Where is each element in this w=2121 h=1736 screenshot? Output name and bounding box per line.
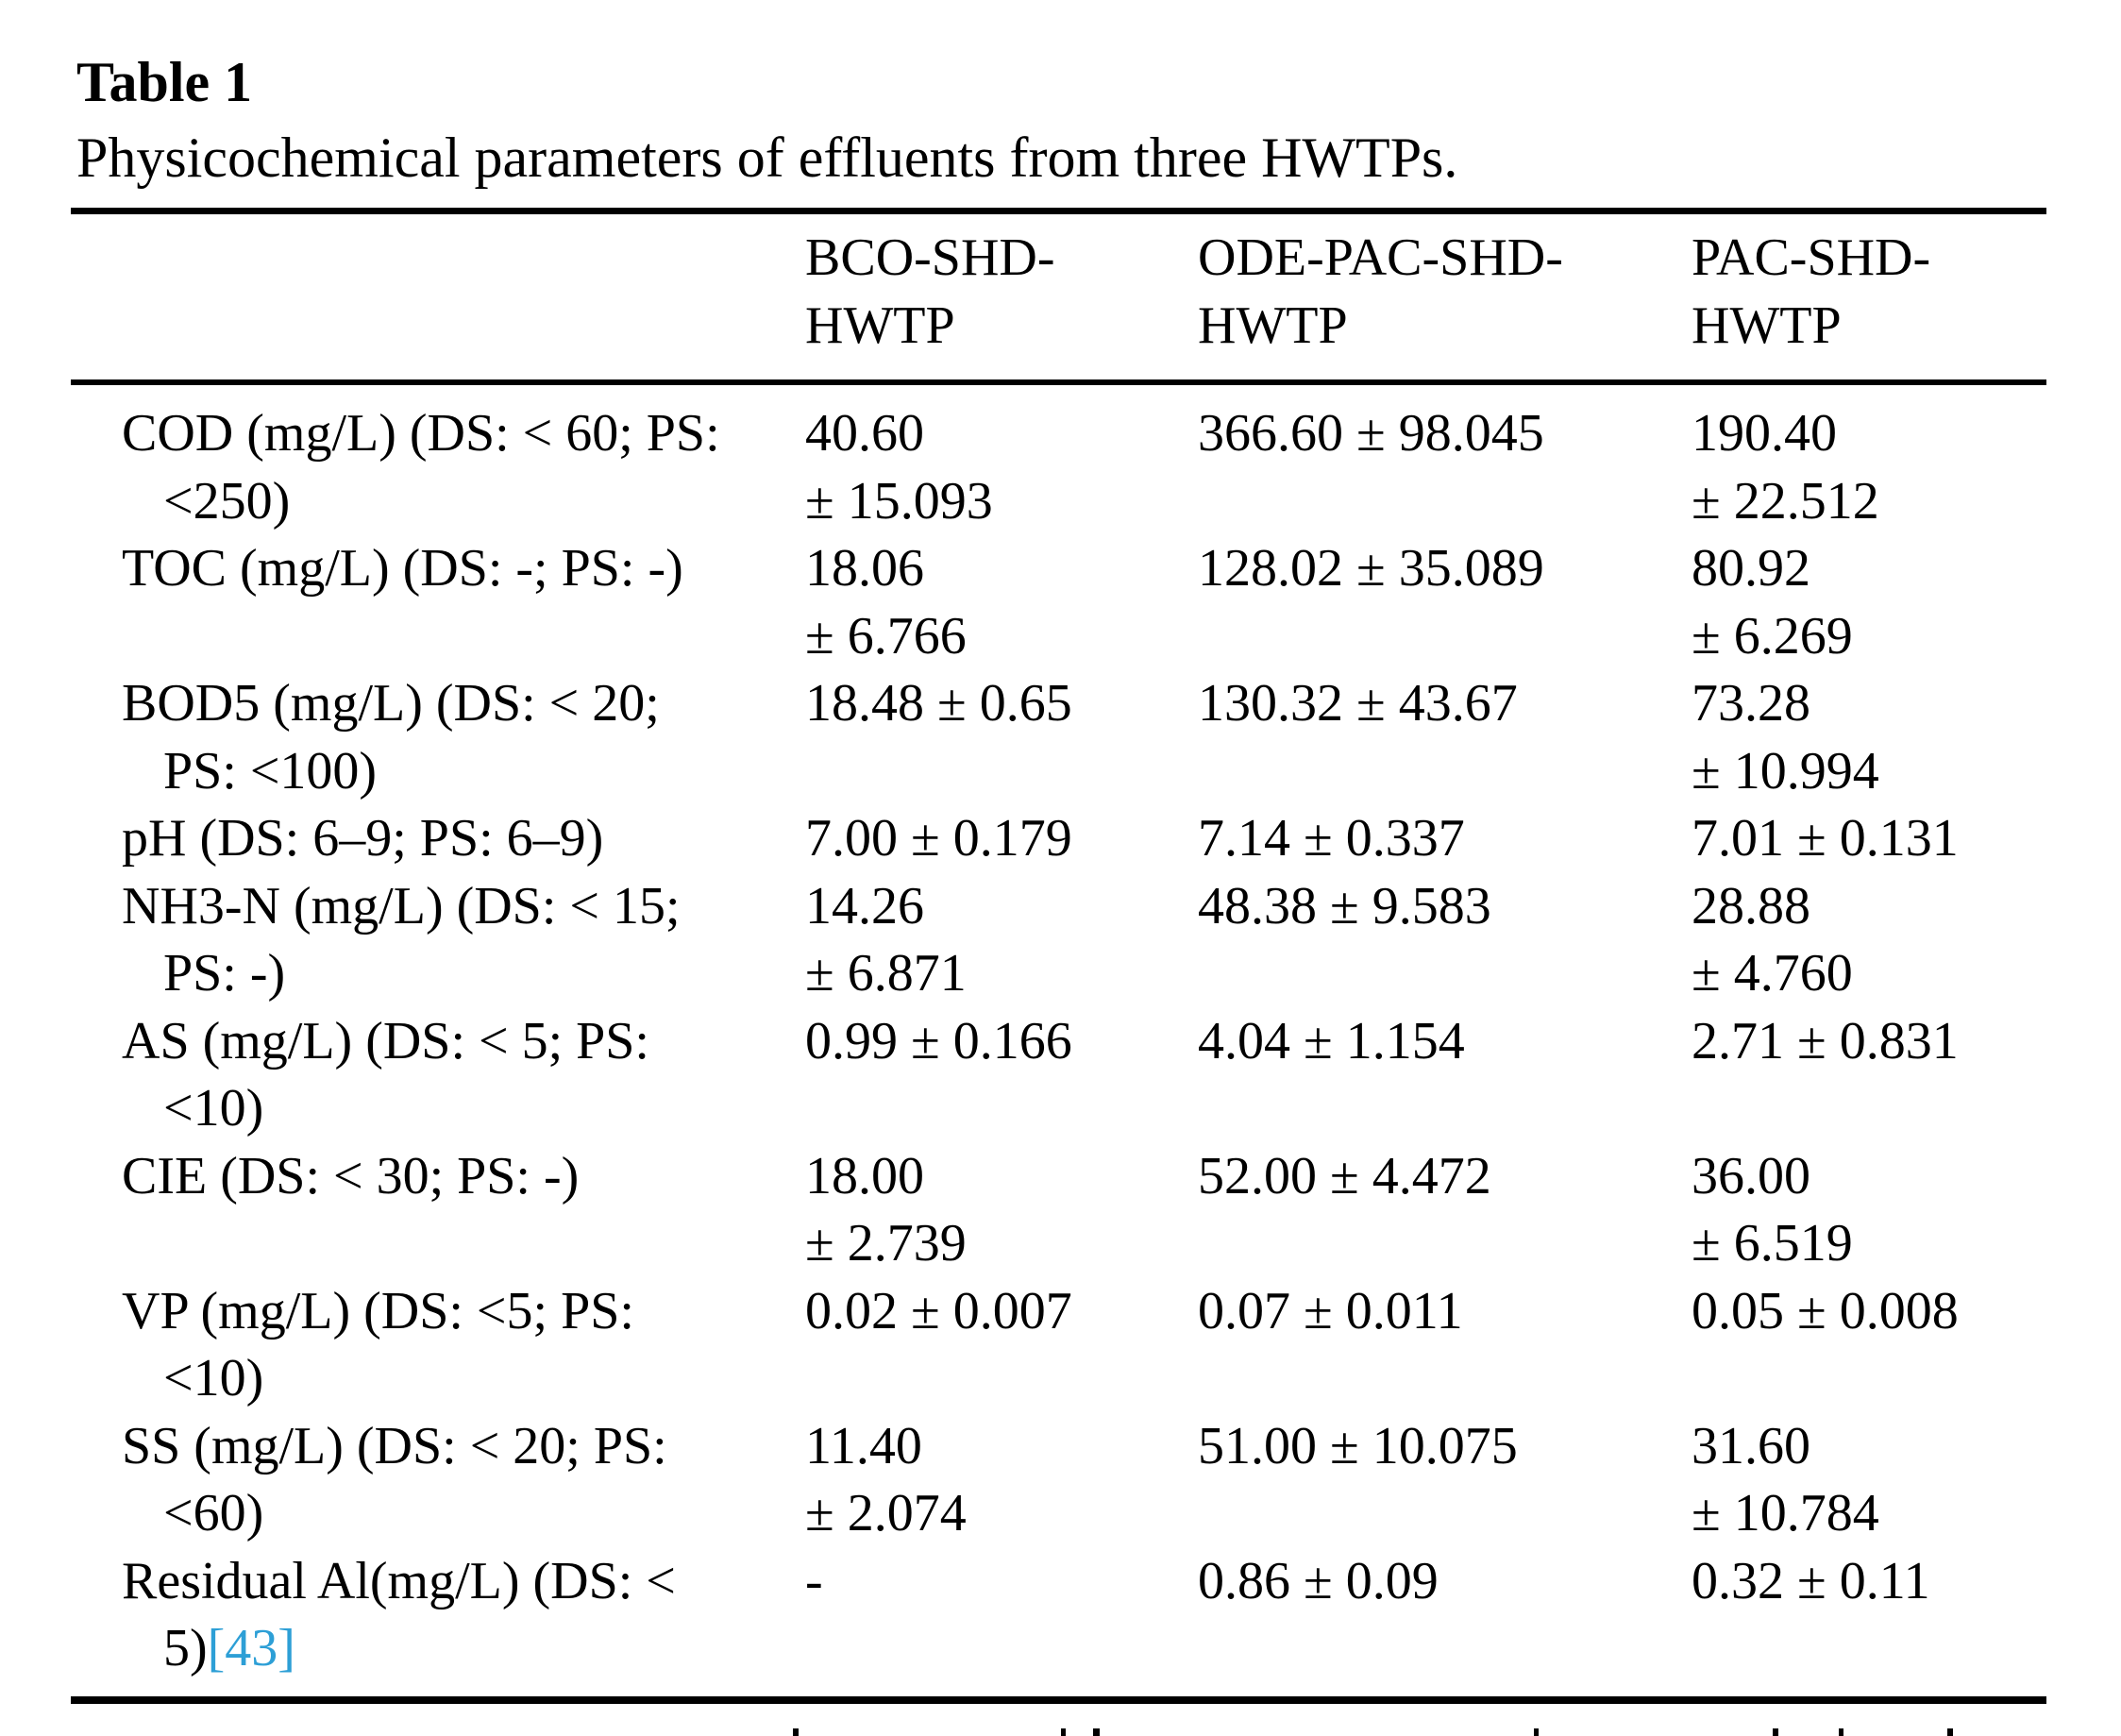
cell-ode: 52.00 ± 4.472 (1198, 1146, 1491, 1205)
cell-pac: 80.92 ± 6.269 (1692, 539, 1853, 666)
text-fragment (1947, 1728, 1953, 1736)
text-fragment (1839, 1728, 1843, 1736)
table-row-residual-al: Residual Al(mg/L) (DS: < 5)[43] -0.86 ± 0… (71, 1548, 2046, 1683)
table-caption: Physicochemical parameters of effluents … (76, 126, 1458, 189)
row-label: SS (mg/L) (DS: < 20; PS: <60) (122, 1416, 667, 1543)
cell-pac: 31.60 ± 10.784 (1692, 1416, 1879, 1543)
cell-bco: 11.40 ± 2.074 (805, 1416, 967, 1543)
cell-bco: 0.99 ± 0.166 (805, 1011, 1072, 1070)
row-label: CIE (DS: < 30; PS: -) (122, 1146, 580, 1205)
cell-ode: 0.86 ± 0.09 (1198, 1551, 1439, 1610)
text-fragment (1773, 1728, 1778, 1736)
cell-pac: 36.00 ± 6.519 (1692, 1146, 1853, 1273)
table-top-rule (71, 208, 2046, 214)
header-col-bco-shd-hwtp: BCO-SHD- HWTP (805, 228, 1055, 355)
cell-bco: 40.60 ± 15.093 (805, 404, 993, 531)
table-header-rule (71, 379, 2046, 385)
table-row-bod5: BOD5 (mg/L) (DS: < 20; PS: <100) 18.48 ± … (71, 670, 2046, 805)
table-row-nh3n: NH3-N (mg/L) (DS: < 15; PS: -) 14.26 ± 6.… (71, 873, 2046, 1008)
cell-bco: 18.06 ± 6.766 (805, 539, 967, 666)
text-fragment (1534, 1728, 1539, 1736)
text-fragment (1093, 1728, 1100, 1736)
row-label: pH (DS: 6–9; PS: 6–9) (122, 809, 604, 868)
cell-pac: 73.28 ± 10.994 (1692, 674, 1879, 801)
text-fragment (1061, 1728, 1066, 1736)
table-row-cod: COD (mg/L) (DS: < 60; PS: <250) 40.60 ± 1… (71, 400, 2046, 535)
table-header-row: BCO-SHD- HWTP ODE-PAC-SHD- HWTP PAC-SHD-… (71, 214, 2046, 379)
cell-ode: 130.32 ± 43.67 (1198, 674, 1518, 733)
table-row-ss: SS (mg/L) (DS: < 20; PS: <60) 11.40 ± 2.0… (71, 1413, 2046, 1548)
row-label: VP (mg/L) (DS: <5; PS: <10) (122, 1281, 634, 1408)
citation-link-43[interactable]: [43] (207, 1619, 295, 1677)
text-fragment (793, 1728, 799, 1736)
table-content: Table 1 Physicochemical parameters of ef… (71, 0, 2046, 1704)
cell-ode: 366.60 ± 98.045 (1198, 404, 1544, 463)
cell-bco: 18.48 ± 0.65 (805, 674, 1072, 733)
table-row-ph: pH (DS: 6–9; PS: 6–9) 7.00 ± 0.179 7.14 ± … (71, 805, 2046, 873)
cell-pac: 7.01 ± 0.131 (1692, 809, 1959, 868)
cell-bco: 18.00 ± 2.739 (805, 1146, 967, 1273)
row-label-text: Residual Al(mg/L) (DS: < 5) (122, 1551, 676, 1678)
row-label: NH3-N (mg/L) (DS: < 15; PS: -) (122, 876, 681, 1003)
cell-pac: 0.32 ± 0.11 (1692, 1551, 1930, 1610)
table-row-toc: TOC (mg/L) (DS: -; PS: -) 18.06 ± 6.766 12… (71, 535, 2046, 670)
cell-ode: 128.02 ± 35.089 (1198, 539, 1544, 598)
cell-bco: 0.02 ± 0.007 (805, 1281, 1072, 1340)
cell-pac: 190.40 ± 22.512 (1692, 404, 1879, 531)
cell-ode: 7.14 ± 0.337 (1198, 809, 1465, 868)
table-body: COD (mg/L) (DS: < 60; PS: <250) 40.60 ± 1… (71, 385, 2046, 1696)
table-row-as: AS (mg/L) (DS: < 5; PS: <10) 0.99 ± 0.166… (71, 1008, 2046, 1143)
cell-bco: - (805, 1551, 823, 1610)
cell-pac: 2.71 ± 0.831 (1692, 1011, 1959, 1070)
cell-ode: 51.00 ± 10.075 (1198, 1416, 1518, 1475)
row-label: AS (mg/L) (DS: < 5; PS: <10) (122, 1011, 649, 1138)
cell-ode: 0.07 ± 0.011 (1198, 1281, 1463, 1340)
table-bottom-rule (71, 1695, 2046, 1704)
row-label: COD (mg/L) (DS: < 60; PS: <250) (122, 404, 720, 531)
header-col-pac-shd-hwtp: PAC-SHD- HWTP (1692, 228, 1931, 355)
table-row-cie: CIE (DS: < 30; PS: -) 18.00 ± 2.739 52.00 … (71, 1143, 2046, 1278)
cell-pac: 28.88 ± 4.760 (1692, 876, 1853, 1003)
header-col-ode-pac-shd-hwtp: ODE-PAC-SHD- HWTP (1198, 228, 1563, 355)
cell-bco: 14.26 ± 6.871 (805, 876, 967, 1003)
row-label: Residual Al(mg/L) (DS: < 5)[43] (71, 1548, 805, 1683)
table-row-vp: VP (mg/L) (DS: <5; PS: <10) 0.02 ± 0.007 0… (71, 1278, 2046, 1413)
cell-pac: 0.05 ± 0.008 (1692, 1281, 1959, 1340)
table-number: Table 1 (76, 51, 253, 113)
cell-bco: 7.00 ± 0.179 (805, 809, 1072, 868)
row-label: TOC (mg/L) (DS: -; PS: -) (122, 539, 683, 598)
cell-ode: 48.38 ± 9.583 (1198, 876, 1491, 935)
cell-ode: 4.04 ± 1.154 (1198, 1011, 1465, 1070)
row-label: BOD5 (mg/L) (DS: < 20; PS: <100) (122, 674, 660, 801)
